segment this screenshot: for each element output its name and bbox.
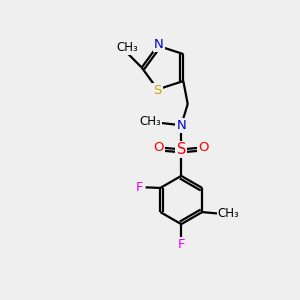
Text: N: N — [154, 38, 164, 51]
Text: S: S — [153, 84, 162, 98]
Text: F: F — [178, 238, 185, 251]
Text: CH₃: CH₃ — [140, 116, 161, 128]
Text: CH₃: CH₃ — [218, 207, 239, 220]
Text: CH₃: CH₃ — [116, 41, 138, 54]
Text: O: O — [198, 141, 209, 154]
Text: O: O — [154, 141, 164, 154]
Text: F: F — [136, 181, 143, 194]
Text: N: N — [176, 119, 186, 132]
Text: S: S — [177, 142, 186, 157]
